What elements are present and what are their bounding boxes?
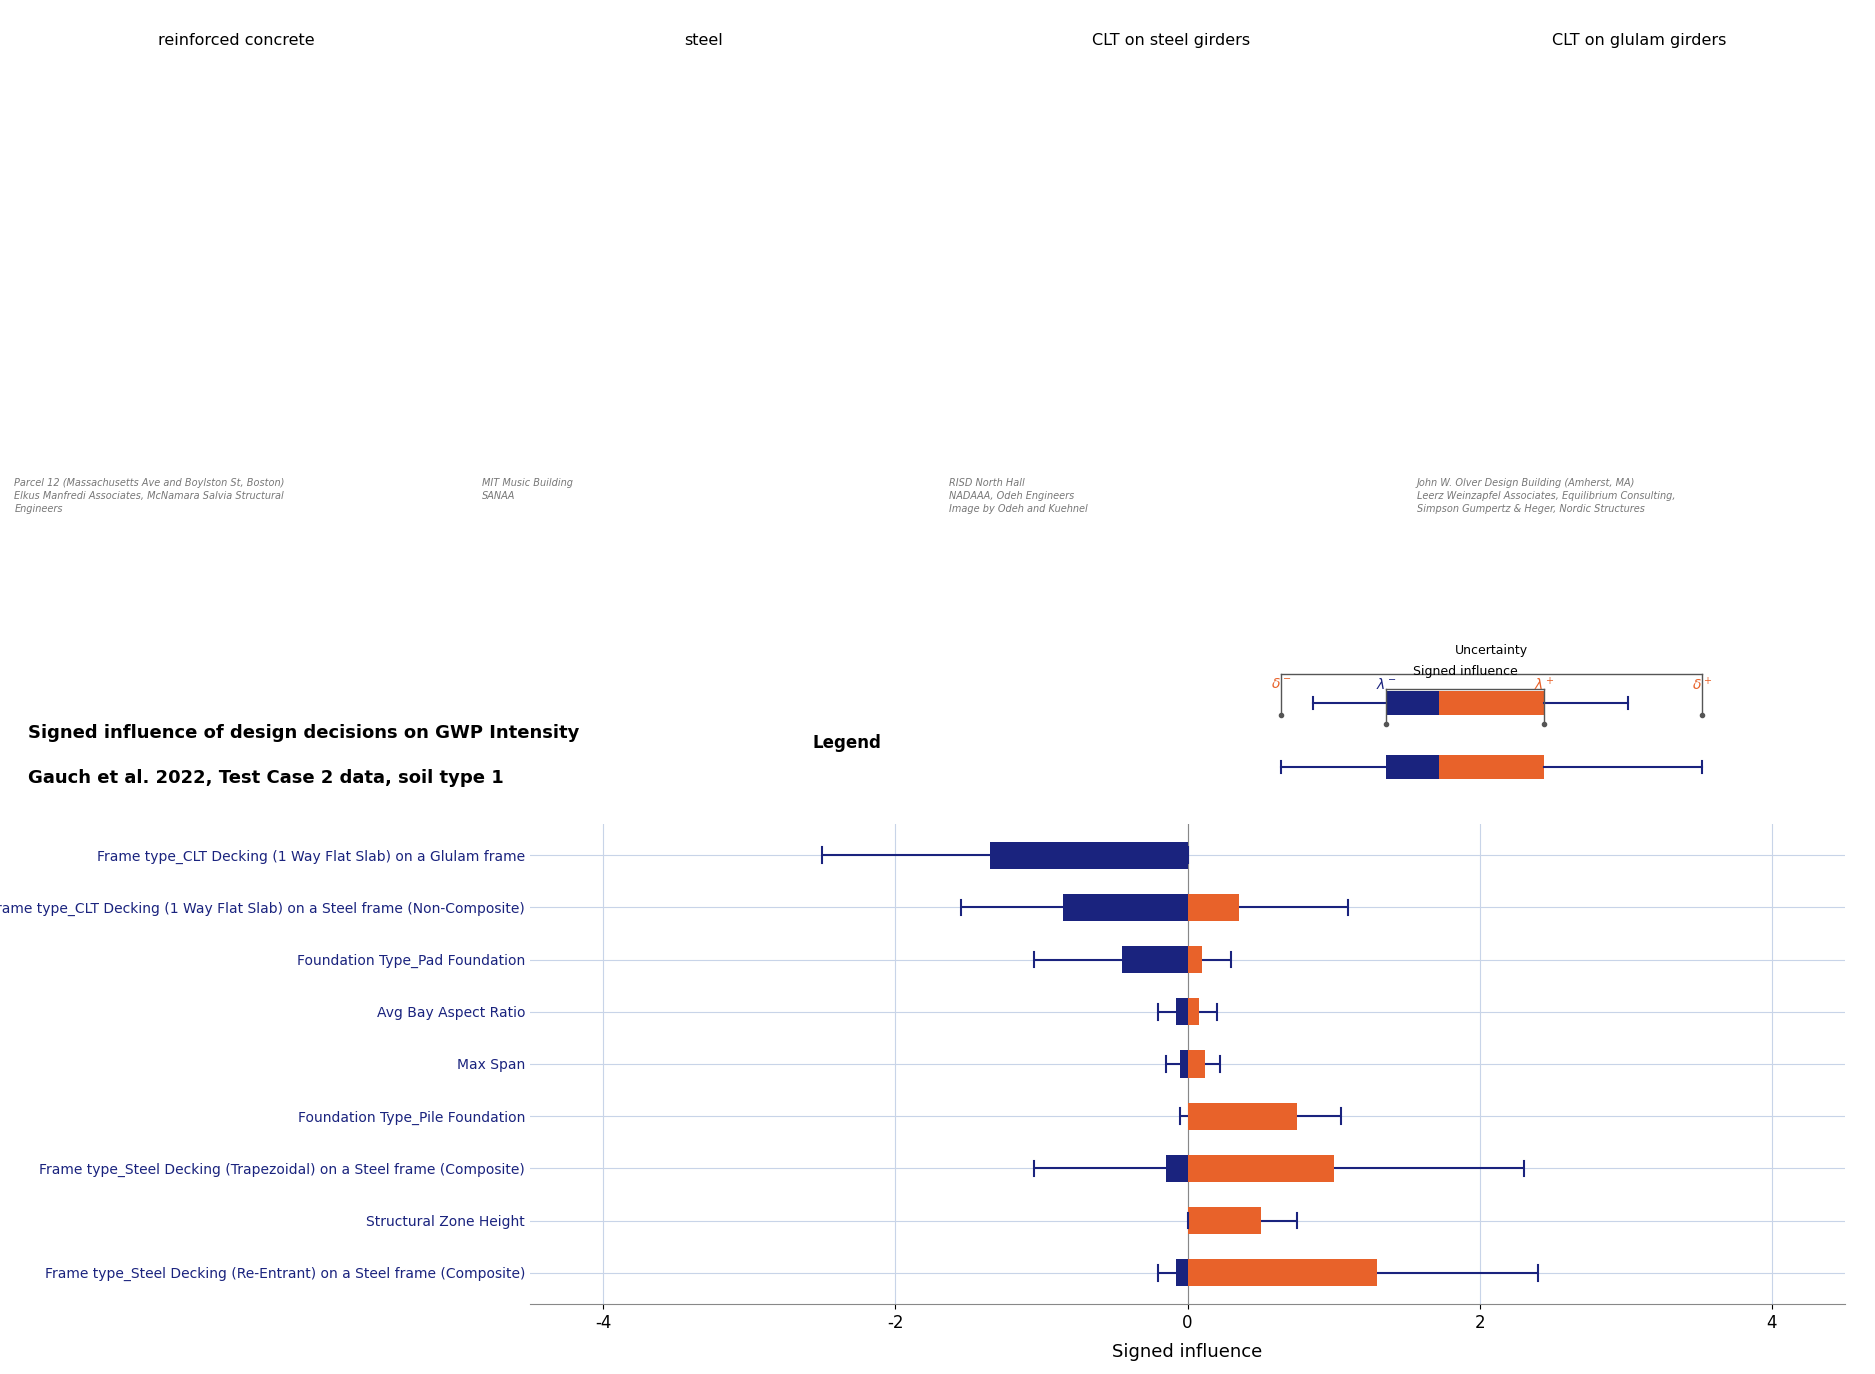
Text: reinforced concrete: reinforced concrete — [158, 33, 315, 48]
Text: Legend: Legend — [812, 734, 881, 752]
Text: RISD North Hall
NADAAA, Odeh Engineers
Image by Odeh and Kuehnel: RISD North Hall NADAAA, Odeh Engineers I… — [949, 478, 1088, 514]
Bar — [1176, 1259, 1187, 1286]
Text: $\lambda^-$: $\lambda^-$ — [1376, 677, 1397, 692]
Bar — [1166, 1154, 1187, 1182]
Bar — [1187, 1259, 1378, 1286]
Text: $\delta^-$: $\delta^-$ — [1271, 677, 1292, 691]
Text: Signed influence of design decisions on GWP Intensity: Signed influence of design decisions on … — [28, 724, 579, 742]
Bar — [1187, 1206, 1260, 1234]
Bar — [1187, 999, 1200, 1025]
Bar — [1187, 1102, 1298, 1129]
Bar — [1176, 999, 1187, 1025]
Bar — [1063, 894, 1187, 921]
Bar — [1179, 1051, 1187, 1077]
Text: $\lambda^+$: $\lambda^+$ — [1534, 676, 1554, 692]
Bar — [1386, 754, 1438, 779]
Text: John W. Olver Design Building (Amherst, MA)
Leerz Weinzapfel Associates, Equilib: John W. Olver Design Building (Amherst, … — [1418, 478, 1676, 514]
Text: CLT on steel girders: CLT on steel girders — [1091, 33, 1251, 48]
Text: Parcel 12 (Massachusetts Ave and Boylston St, Boston)
Elkus Manfredi Associates,: Parcel 12 (Massachusetts Ave and Boylsto… — [15, 478, 285, 514]
Text: CLT on glulam girders: CLT on glulam girders — [1551, 33, 1725, 48]
Text: $\delta^+$: $\delta^+$ — [1691, 676, 1712, 692]
Bar — [990, 842, 1187, 868]
Bar — [1386, 691, 1438, 714]
Text: Uncertainty: Uncertainty — [1455, 644, 1528, 657]
Bar — [1187, 947, 1202, 973]
Bar — [1187, 894, 1239, 921]
Bar — [1187, 1051, 1206, 1077]
Bar — [1187, 1154, 1333, 1182]
Text: MIT Music Building
SANAA: MIT Music Building SANAA — [482, 478, 574, 500]
Bar — [1121, 947, 1187, 973]
Bar — [1438, 754, 1545, 779]
Text: steel: steel — [684, 33, 724, 48]
Text: Signed influence: Signed influence — [1414, 665, 1517, 677]
X-axis label: Signed influence: Signed influence — [1112, 1342, 1262, 1360]
Text: Gauch et al. 2022, Test Case 2 data, soil type 1: Gauch et al. 2022, Test Case 2 data, soi… — [28, 769, 504, 787]
Bar — [1438, 691, 1545, 714]
